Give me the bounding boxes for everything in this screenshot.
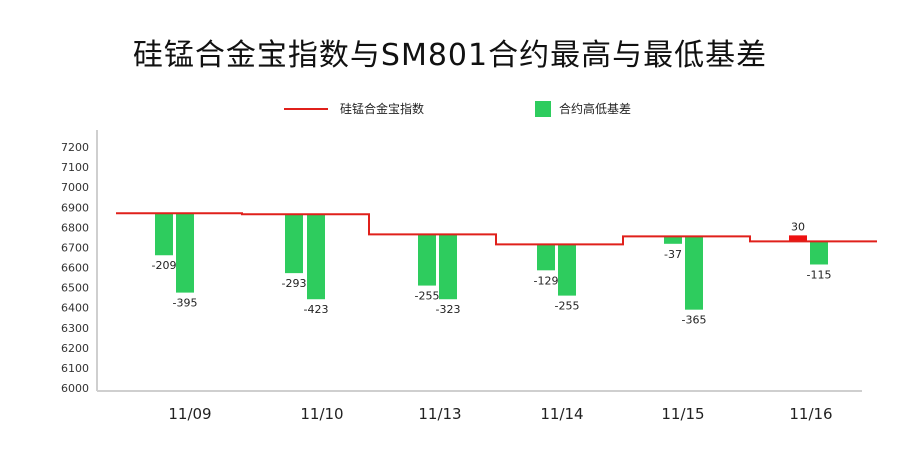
y-tick-label: 7000 (61, 181, 89, 194)
basis-bar-high (789, 235, 807, 242)
y-tick-label: 6900 (61, 201, 89, 214)
basis-bar-low (307, 214, 325, 300)
basis-value-label-low: -115 (807, 268, 832, 281)
basis-value-label-high: 30 (791, 220, 805, 233)
y-tick-label: 6400 (61, 302, 89, 315)
basis-value-label-low: -423 (304, 303, 329, 316)
legend-item-index: 硅锰合金宝指数 (284, 100, 424, 117)
x-category-label: 11/10 (300, 405, 343, 423)
legend-item-basis: 合约高低基差 (535, 100, 631, 117)
basis-bar-low (685, 236, 703, 310)
basis-value-label-low: -365 (682, 314, 707, 327)
x-category-label: 11/16 (789, 405, 832, 423)
basis-value-label-high: -255 (415, 290, 440, 303)
y-tick-label: 7200 (61, 141, 89, 154)
legend-label-basis: 合约高低基差 (559, 102, 632, 116)
basis-bar-high (537, 244, 555, 271)
y-tick-label: 7100 (61, 161, 89, 174)
x-category-label: 11/09 (168, 405, 211, 423)
basis-bar-low (439, 234, 457, 300)
y-tick-label: 6800 (61, 221, 89, 234)
basis-bar-low (558, 244, 576, 296)
basis-value-label-high: -37 (664, 248, 682, 261)
y-tick-label: 6200 (61, 342, 89, 355)
basis-value-label-low: -395 (173, 297, 198, 310)
basis-value-label-high: -209 (152, 259, 177, 272)
y-tick-label: 6300 (61, 322, 89, 335)
y-tick-label: 6000 (61, 382, 89, 395)
basis-bar-high (155, 213, 173, 256)
chart-title: 硅锰合金宝指数与SM801合约最高与最低基差 (132, 38, 768, 73)
y-tick-label: 6600 (61, 262, 89, 275)
x-category-label: 11/15 (661, 405, 704, 423)
basis-value-label-low: -323 (436, 303, 461, 316)
y-tick-label: 6500 (61, 282, 89, 295)
basis-bar-high (664, 236, 682, 244)
basis-value-label-high: -293 (282, 277, 307, 290)
legend-line-swatch (284, 107, 328, 110)
basis-value-label-high: -129 (534, 274, 559, 287)
basis-bar-low (176, 213, 194, 293)
y-tick-label: 6100 (61, 362, 89, 375)
basis-bar-high (418, 234, 436, 286)
x-category-label: 11/14 (540, 405, 583, 423)
x-category-label: 11/13 (418, 405, 461, 423)
legend-label-index: 硅锰合金宝指数 (340, 102, 425, 116)
y-tick-label: 6700 (61, 241, 89, 254)
index-step-line (116, 212, 877, 246)
basis-bar-high (285, 214, 303, 274)
basis-bar-low (810, 241, 828, 265)
legend-bar-swatch (535, 100, 551, 117)
basis-value-label-low: -255 (555, 300, 580, 313)
